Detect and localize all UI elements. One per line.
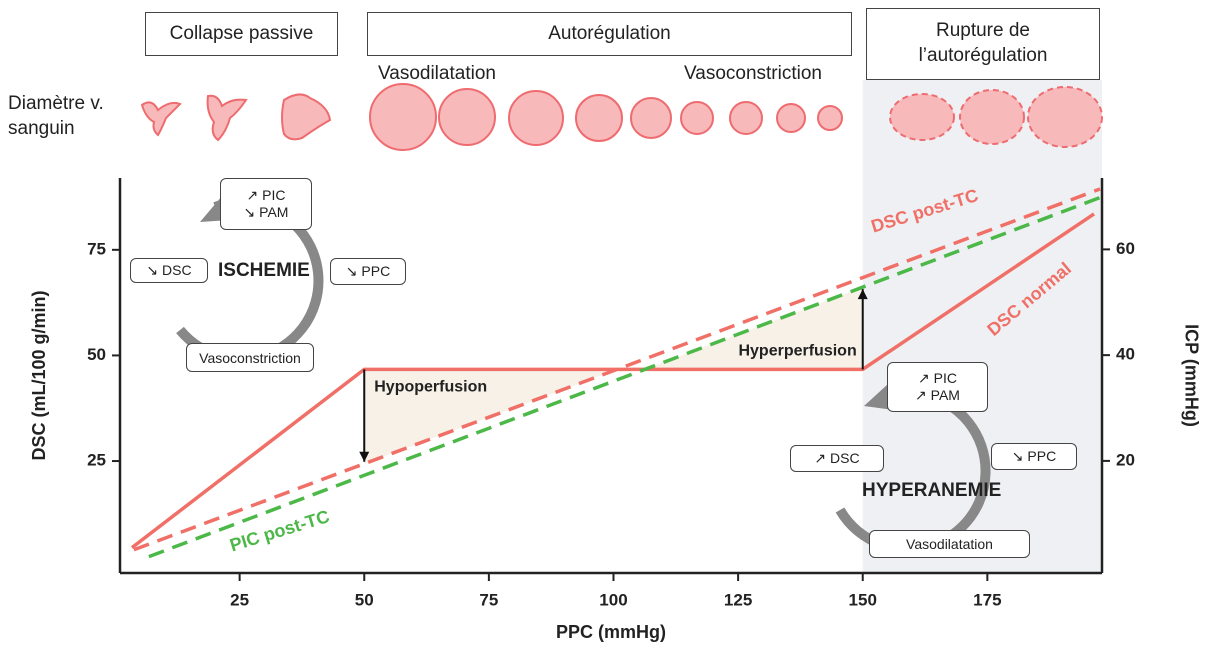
y-tick-label: 50 [87, 345, 106, 364]
x-tick-label: 100 [599, 590, 627, 609]
phase-note: Vasoconstriction [684, 63, 822, 84]
cycle-text: ↗ PIC [246, 187, 286, 203]
series-label: PIC post-TC [227, 506, 331, 555]
arrow-head [857, 289, 868, 300]
annotation: Hypoperfusion [374, 379, 487, 396]
series-line [133, 187, 1101, 552]
cycle-box: ↘ PPC [991, 443, 1077, 470]
cycle-box: ↘ DSC [130, 258, 208, 283]
cycle-text: ↗ PAM [915, 387, 960, 403]
x-tick-label: 125 [724, 590, 752, 609]
y-tick-label: 75 [87, 239, 106, 258]
phase-box: Collapse passive [145, 12, 338, 56]
phase-note: Vasodilatation [378, 63, 496, 84]
cycle-box: ↗ DSC [790, 445, 884, 472]
y2-axis-label: ICP (mmHg) [1181, 324, 1201, 427]
cycle-box: Vasodilatation [869, 530, 1030, 558]
row-label: Diamètre v. sanguin [8, 93, 104, 139]
y2-tick-label: 40 [1116, 345, 1135, 364]
arrow-head [359, 451, 370, 462]
x-axis-label: PPC (mmHg) [556, 622, 666, 642]
vessels [140, 83, 1103, 151]
x-tick-label: 150 [849, 590, 877, 609]
annotation: Hyperperfusion [738, 343, 856, 360]
x-tick-label: 50 [355, 590, 374, 609]
cycle-box: Vasoconstriction [186, 343, 314, 372]
y2-tick-label: 60 [1116, 239, 1135, 258]
x-tick-label: 25 [230, 590, 249, 609]
phase-box: Rupture de l’autorégulation [866, 8, 1100, 80]
cycle-text: ↘ PAM [243, 204, 289, 220]
cycle-box: ↗ PIC ↗ PAM [887, 362, 988, 412]
x-tick-label: 175 [973, 590, 1001, 609]
cycle-box: ↘ PPC [330, 258, 406, 285]
phase-box: Autorégulation [367, 12, 852, 56]
series-line [148, 195, 1101, 559]
y-tick-label: 25 [87, 451, 106, 470]
y2-tick-label: 20 [1116, 450, 1135, 469]
cycle-text: ↗ PIC [918, 370, 957, 386]
cycle-box: ↗ PIC ↘ PAM [220, 178, 312, 230]
cycle-title: ISCHEMIE [218, 260, 310, 281]
x-tick-label: 75 [479, 590, 498, 609]
y-axis-label: DSC (mL/100 g/min) [29, 290, 49, 460]
cycle-title: HYPERANEMIE [862, 480, 1002, 501]
